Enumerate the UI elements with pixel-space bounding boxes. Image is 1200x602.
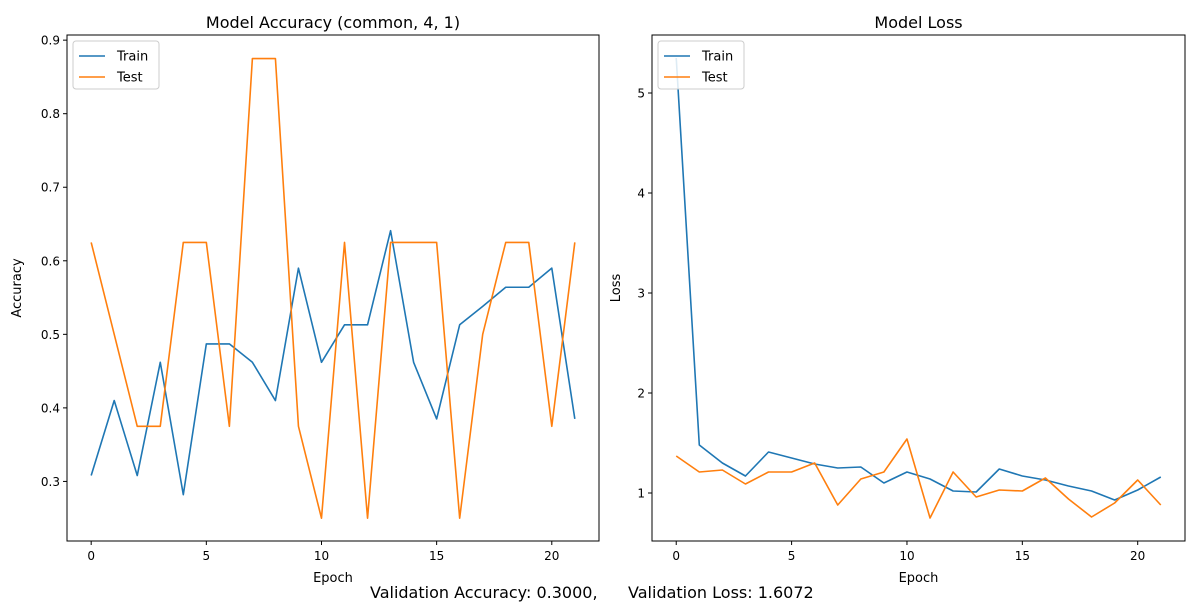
accuracy-y-tick-label: 0.7 (41, 181, 60, 195)
loss-plot-frame (651, 34, 1186, 542)
accuracy-y-tick-label: 0.5 (41, 328, 60, 342)
accuracy-title: Model Accuracy (common, 4, 1) (206, 13, 460, 32)
loss-y-tick-label: 4 (637, 187, 645, 201)
loss-series-test-line (675, 438, 1162, 519)
accuracy-x-tick-label: 10 (314, 549, 329, 563)
loss-legend-label-test: Test (701, 71, 728, 86)
loss-y-tick-label: 5 (637, 87, 645, 101)
loss-y-tick-label: 1 (637, 487, 645, 501)
accuracy-x-tick-label: 5 (203, 549, 211, 563)
accuracy-x-tick-label: 0 (87, 549, 95, 563)
loss-x-tick-label: 0 (672, 549, 680, 563)
loss-y-axis-label: Loss (609, 274, 624, 303)
accuracy-plot-frame (66, 34, 600, 542)
loss-y-tick-label: 2 (637, 387, 645, 401)
accuracy-y-tick-label: 0.9 (41, 34, 60, 48)
accuracy-series-test-line (90, 57, 576, 520)
loss-series-train-line (675, 57, 1162, 501)
accuracy-x-axis-label: Epoch (313, 571, 353, 586)
accuracy-y-tick-label: 0.4 (41, 401, 60, 415)
accuracy-x-tick-label: 20 (544, 549, 559, 563)
accuracy-legend-box (72, 40, 160, 90)
loss-x-tick-label: 20 (1130, 549, 1145, 563)
validation-loss-text: Validation Loss: 1.6072 (628, 583, 814, 602)
accuracy-series-train-line (90, 229, 576, 496)
accuracy-y-tick-label: 0.6 (41, 254, 60, 268)
accuracy-legend-label-test: Test (116, 71, 143, 86)
loss-x-tick-label: 15 (1015, 549, 1030, 563)
accuracy-y-tick-label: 0.8 (41, 107, 60, 121)
loss-title: Model Loss (874, 13, 962, 32)
accuracy-chart: Model Accuracy (common, 4, 1) 0 5 10 15 20 0.3… (10, 13, 600, 586)
loss-chart: Model Loss 0 5 10 15 20 1 2 3 4 5 Epoch Loss Train Tes… (609, 13, 1186, 586)
loss-legend-label-train: Train (701, 50, 733, 65)
validation-metrics: Validation Accuracy: 0.3000, Validation … (370, 583, 814, 602)
accuracy-x-tick-label: 15 (429, 549, 444, 563)
loss-y-tick-label: 3 (637, 287, 645, 301)
loss-legend-box (657, 40, 745, 90)
loss-x-axis-label: Epoch (899, 571, 939, 586)
loss-x-tick-label: 10 (899, 549, 914, 563)
accuracy-y-tick-label: 0.3 (41, 475, 60, 489)
validation-accuracy-text: Validation Accuracy: 0.3000, (370, 583, 598, 602)
accuracy-y-axis-label: Accuracy (10, 258, 25, 318)
loss-x-tick-label: 5 (788, 549, 796, 563)
accuracy-legend-label-train: Train (116, 50, 148, 65)
